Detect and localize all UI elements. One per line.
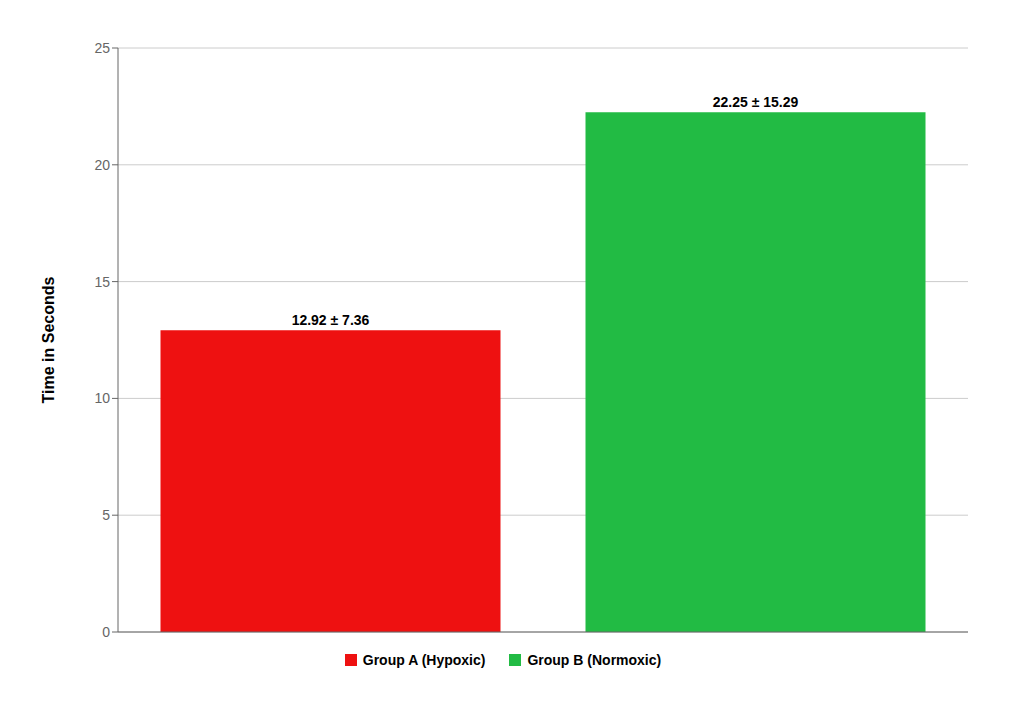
svg-text:25: 25 <box>94 40 110 56</box>
html-text:Group B (Normoxic): Group B (Normoxic) <box>527 652 662 668</box>
svg-text:15: 15 <box>94 274 110 290</box>
svg-text:22.25 ± 15.29: 22.25 ± 15.29 <box>713 94 799 110</box>
svg-text:10: 10 <box>94 390 110 406</box>
svg-text:5: 5 <box>102 507 110 523</box>
html-text:Group A (Hypoxic): Group A (Hypoxic) <box>362 652 486 668</box>
svg-text:20: 20 <box>94 157 110 173</box>
svg-text:0: 0 <box>102 624 110 640</box>
svg-text:12.92 ± 7.36: 12.92 ± 7.36 <box>292 312 370 328</box>
svg-text:Time in Seconds: Time in Seconds <box>40 276 57 403</box>
